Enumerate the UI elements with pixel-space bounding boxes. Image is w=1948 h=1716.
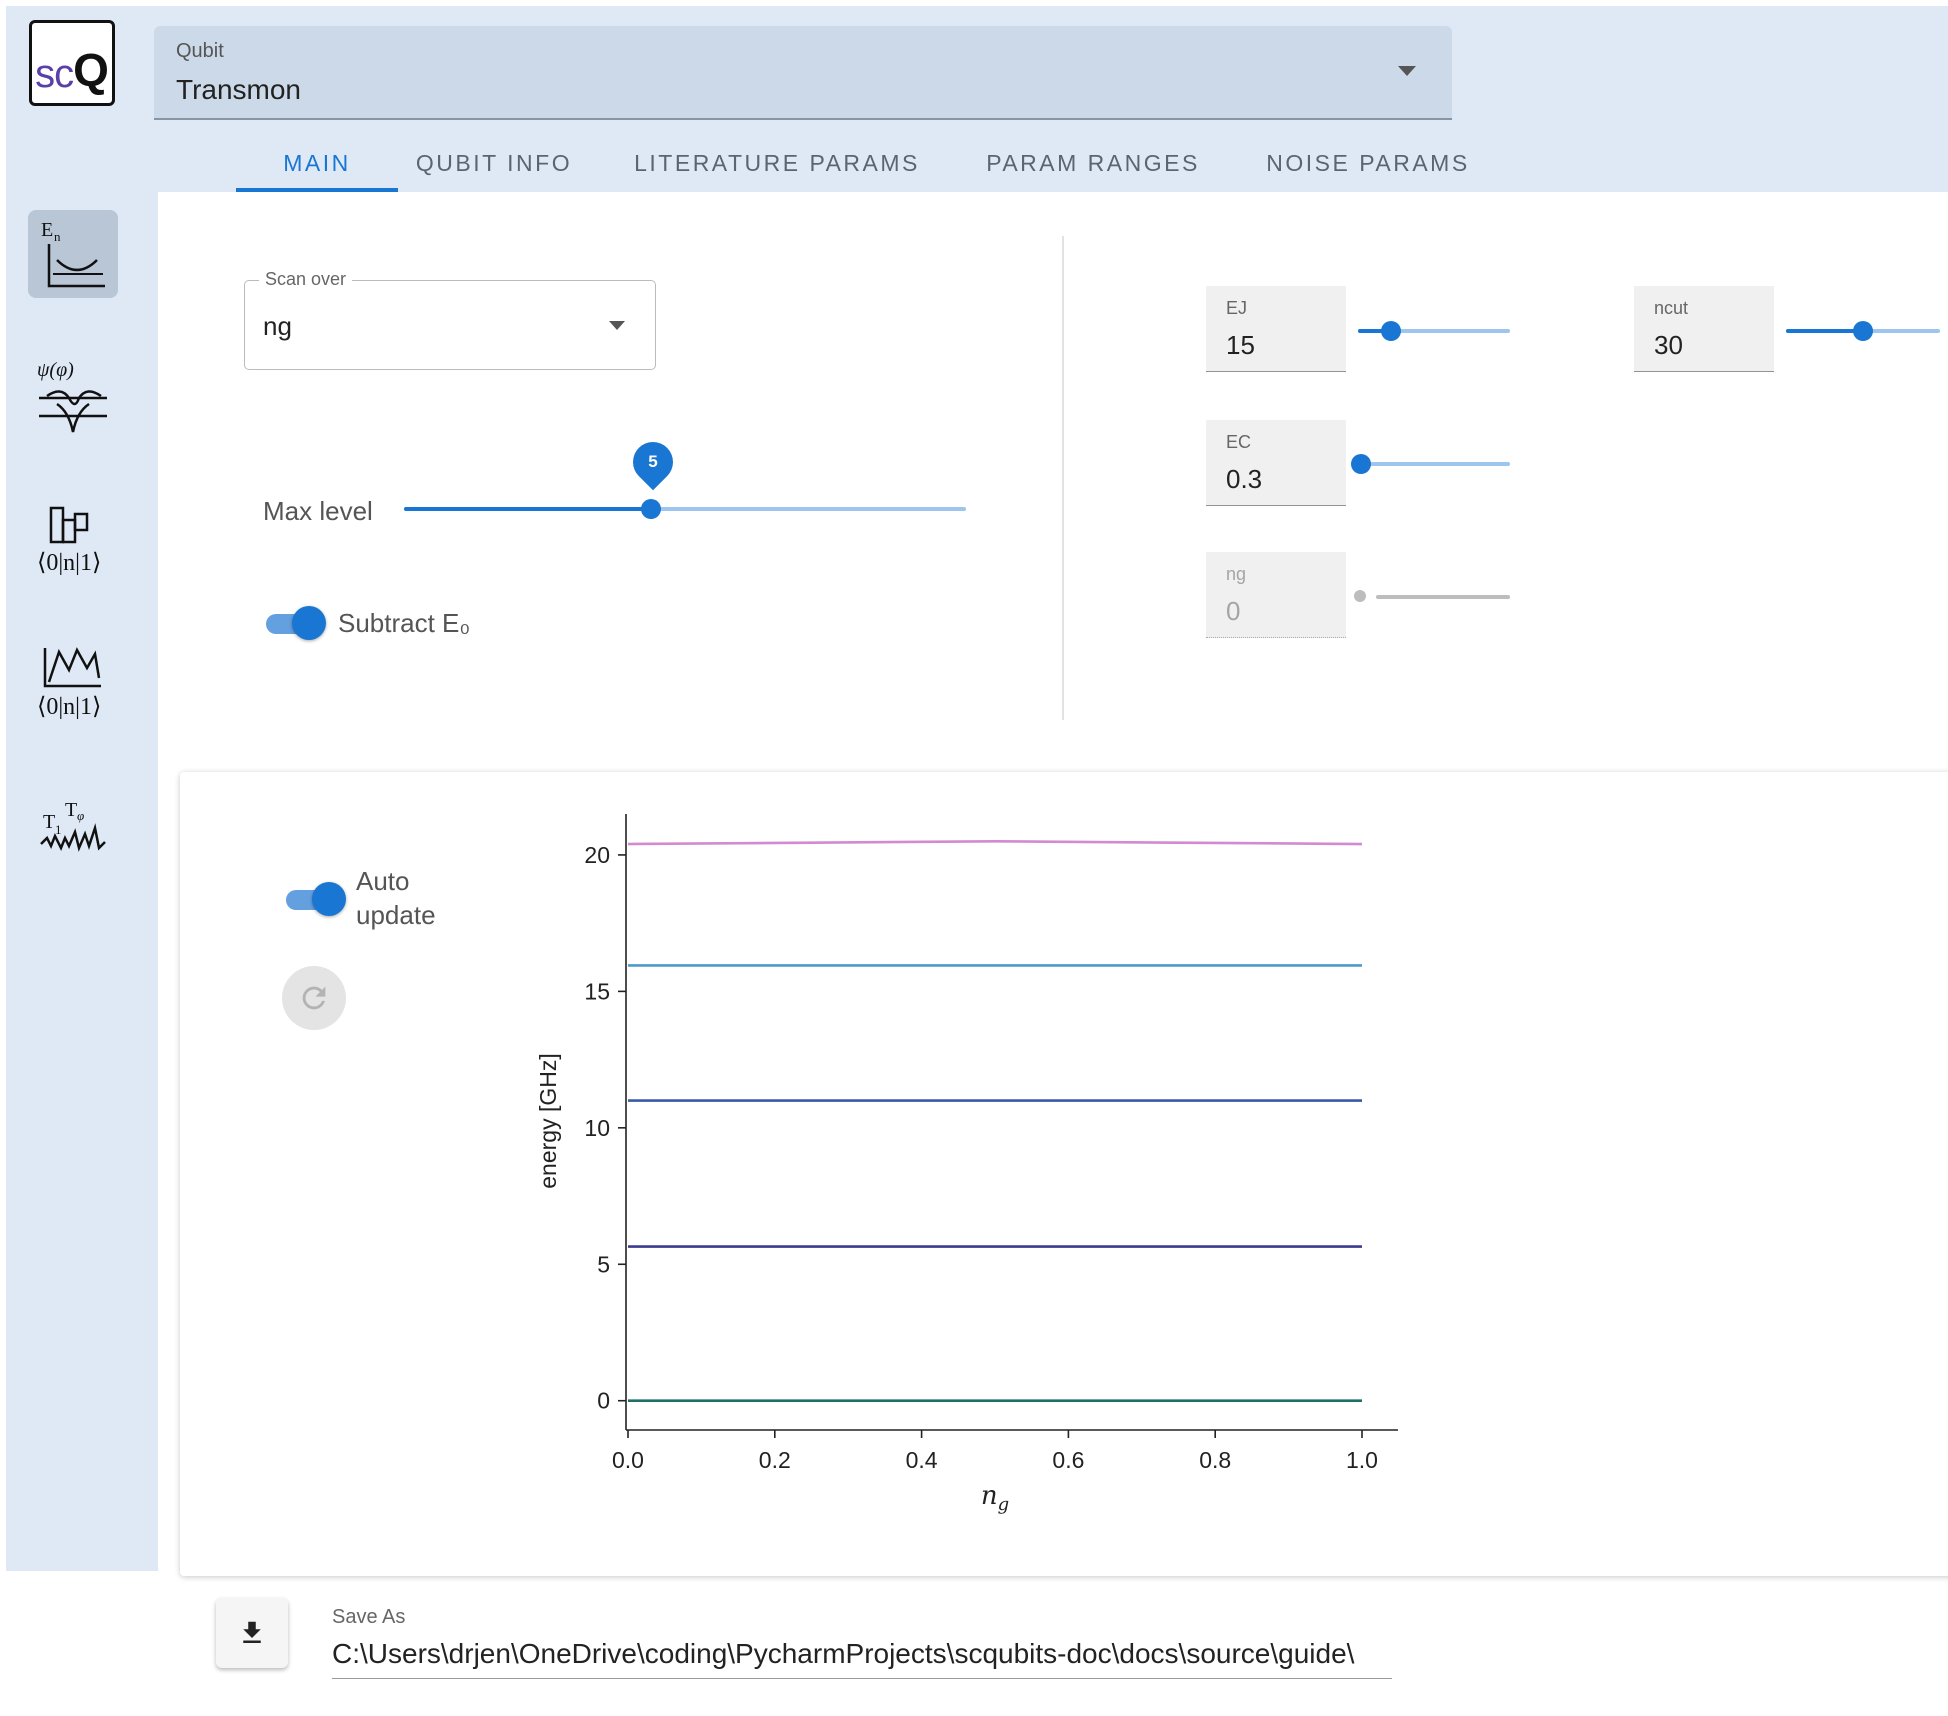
slider-track [1358, 329, 1510, 333]
sidebar-item-matrix-elements[interactable]: ⟨0|n|1⟩ [28, 496, 118, 584]
plot-card [180, 772, 1948, 1576]
svg-text:⟨0|n|1⟩: ⟨0|n|1⟩ [37, 694, 101, 720]
y-tick-label: 0 [597, 1388, 610, 1414]
x-tick-label: 0.6 [1052, 1447, 1084, 1473]
sidebar-item-coherence-times[interactable]: T 1 T φ [28, 784, 118, 872]
x-tick-label: 0.2 [759, 1447, 791, 1473]
energy-spectrum-icon: E n [41, 219, 105, 288]
ej-value: 15 [1226, 330, 1255, 360]
ng-input: ng 0 [1206, 552, 1346, 638]
max-level-value: 5 [648, 452, 658, 471]
ng-value: 0 [1226, 596, 1241, 626]
auto-update-label: Auto update [356, 864, 476, 932]
svg-text:T: T [65, 799, 77, 821]
svg-text:E: E [41, 219, 53, 241]
caret-down-icon [609, 321, 625, 330]
energy-level-line [627, 839, 1363, 846]
slider-track-fill [404, 507, 652, 511]
ej-input[interactable]: EJ 15 [1206, 286, 1346, 372]
tab-qubit-info[interactable]: QUBIT INFO [415, 150, 573, 176]
qubit-select-value: Transmon [176, 74, 302, 105]
save-as-input[interactable]: C:\Users\drjen\OneDrive\coding\PycharmPr… [332, 1638, 1392, 1679]
energy-spectrum-chart: 0.0 0.2 0.4 0.6 0.8 1.0 0 5 10 15 20 ng energy [GHz] [535, 814, 1398, 1515]
slider-thumb[interactable] [1381, 321, 1402, 341]
matrix-element-scan-icon: ⟨0|n|1⟩ [37, 647, 101, 720]
y-tick-label: 15 [584, 978, 610, 1004]
scan-over-select[interactable]: Scan over ng [244, 269, 656, 370]
y-tick-label: 20 [584, 842, 610, 868]
svg-text:φ: φ [77, 808, 84, 823]
slider-thumb[interactable] [1853, 321, 1873, 341]
coherence-times-icon: T 1 T φ [40, 799, 106, 852]
y-tick-label: 10 [584, 1115, 610, 1141]
slider-track-fill [1786, 329, 1863, 333]
x-tick-label: 0.8 [1199, 1447, 1231, 1473]
ec-value: 0.3 [1226, 464, 1263, 494]
y-tick-label: 5 [597, 1251, 610, 1277]
qubit-select[interactable]: Qubit Transmon [154, 26, 1452, 120]
x-tick-label: 0.4 [906, 1447, 938, 1473]
scqubits-logo: sc Q [29, 20, 115, 106]
slider-thumb[interactable] [1351, 454, 1372, 474]
ec-label: EC [1226, 432, 1252, 452]
x-tick-label: 0.0 [612, 1447, 644, 1473]
logo-sc: sc [35, 52, 74, 96]
svg-text:⟨0|n|1⟩: ⟨0|n|1⟩ [37, 550, 101, 576]
sidebar-item-wavefunctions[interactable]: ψ(φ) [28, 352, 118, 440]
svg-text:T: T [43, 811, 55, 833]
tab-literature-params[interactable]: LITERATURE PARAMS [634, 150, 920, 176]
matrix-elements-icon: ⟨0|n|1⟩ [37, 506, 101, 576]
refresh-button[interactable] [282, 966, 346, 1030]
qubit-select-label: Qubit [176, 40, 224, 62]
svg-text:ψ(φ): ψ(φ) [37, 359, 74, 381]
tab-main[interactable]: MAIN [236, 140, 398, 192]
ncut-value: 30 [1654, 330, 1683, 360]
slider-track [1358, 462, 1510, 466]
tab-param-ranges[interactable]: PARAM RANGES [986, 150, 1200, 176]
slider-thumb [1354, 590, 1366, 602]
x-axis-label: ng [981, 1481, 1009, 1515]
x-tick-label: 1.0 [1346, 1447, 1378, 1473]
toggle-knob [292, 606, 326, 640]
auto-update-label-line2: update [356, 900, 436, 930]
svg-text:n: n [54, 229, 61, 244]
slider-track-fill [1358, 329, 1392, 333]
ncut-input[interactable]: ncut 30 [1634, 286, 1774, 372]
scan-over-value: ng [263, 311, 292, 341]
scan-over-label: Scan over [259, 269, 353, 290]
slider-track [404, 507, 966, 511]
slider-thumb[interactable] [641, 499, 662, 519]
auto-update-label-line1: Auto [356, 866, 410, 896]
sidebar-item-energy-spectrum[interactable]: E n [28, 210, 118, 298]
subtract-e0-label: Subtract E₀ [338, 608, 471, 638]
save-as-label: Save As [332, 1606, 406, 1628]
y-axis-label: energy [GHz] [535, 1053, 561, 1189]
vertical-divider [1062, 236, 1064, 720]
max-level-label: Max level [263, 496, 373, 526]
refresh-icon [302, 986, 326, 1010]
download-button[interactable] [216, 1598, 288, 1668]
caret-down-icon [1398, 66, 1416, 76]
toggle-knob [312, 882, 346, 916]
wavefunction-icon: ψ(φ) [37, 359, 107, 433]
ncut-label: ncut [1654, 298, 1689, 318]
tab-noise-params[interactable]: NOISE PARAMS [1266, 150, 1470, 176]
sidebar-item-matrix-element-scan[interactable]: ⟨0|n|1⟩ [28, 638, 118, 726]
download-icon [243, 1621, 261, 1643]
slider-track [1376, 595, 1510, 599]
ec-input[interactable]: EC 0.3 [1206, 420, 1346, 506]
logo-q: Q [73, 44, 109, 96]
x-axis-label-subscript: g [998, 1494, 1010, 1515]
svg-text:1: 1 [55, 822, 62, 837]
ng-label: ng [1226, 564, 1247, 584]
ej-label: EJ [1226, 298, 1248, 318]
